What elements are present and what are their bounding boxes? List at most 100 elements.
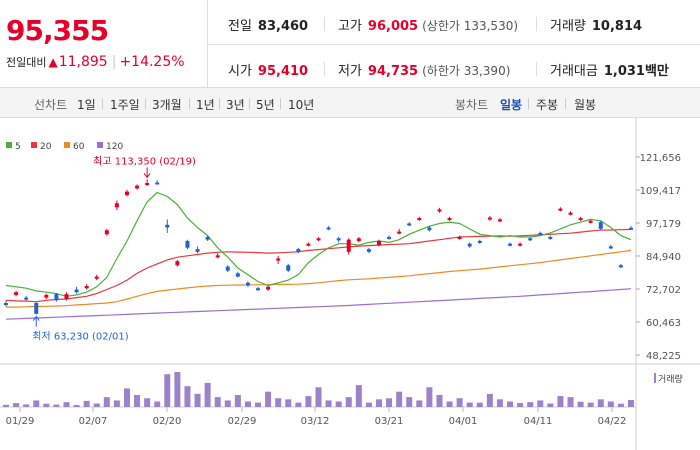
x-tick-label: 04/11 [524, 416, 553, 427]
y-tick-label: 60,463 [646, 318, 681, 329]
volume-bar [33, 400, 40, 407]
volume-bar [436, 394, 443, 407]
candle-body [175, 261, 180, 266]
period-3m[interactable]: 3개월 [152, 98, 182, 112]
volume-bar [597, 399, 604, 407]
y-tick-label: 84,940 [646, 252, 681, 263]
chart-svg: 5 20 60 120 121,656 109,417 97,179 84,940 72,702… [0, 118, 700, 450]
candle-body [497, 219, 502, 222]
volume-bar [204, 382, 211, 407]
volume-bar [23, 404, 30, 407]
volume-bar [93, 403, 100, 407]
candle-body [467, 243, 472, 247]
candle-body [225, 266, 230, 271]
candle-body [417, 218, 422, 221]
candle-body [356, 238, 361, 242]
volume-bar [456, 398, 463, 407]
candle-body [185, 241, 190, 248]
volume-bar [547, 403, 554, 407]
candle-body [4, 303, 8, 306]
divider [528, 98, 529, 109]
volume-bar [527, 402, 534, 407]
legend-label-60: 60 [73, 142, 85, 152]
x-tick-label: 03/12 [301, 416, 330, 427]
volume-legend-swatch [654, 373, 656, 383]
candle-body [629, 227, 633, 230]
candle-body [346, 239, 351, 252]
candle-body [256, 288, 261, 291]
period-5y[interactable]: 5년 [256, 98, 275, 112]
volume-bar [134, 394, 141, 407]
candle-body [518, 243, 523, 246]
legend-swatch-5 [6, 142, 12, 148]
volume-bar [3, 404, 9, 407]
volume-bar [174, 372, 181, 407]
volume-bar [224, 400, 231, 407]
divider [565, 98, 566, 109]
ma60-line [6, 249, 632, 308]
candle-body [44, 294, 49, 298]
candle-body [135, 185, 140, 189]
candle-body [608, 246, 613, 249]
volume-bar [396, 391, 403, 407]
volume-bar [345, 397, 352, 407]
candle-body [245, 282, 250, 286]
candle-body [266, 286, 271, 290]
period-1y[interactable]: 1년 [196, 98, 215, 112]
candle-body [508, 243, 513, 246]
candle-body [336, 238, 341, 241]
volume-bar [496, 399, 503, 407]
candle-body [145, 183, 150, 186]
volume-bar [355, 385, 362, 407]
divider [102, 98, 103, 109]
divider [536, 17, 537, 31]
candle-body [195, 249, 200, 252]
candle-body [558, 208, 563, 211]
stat-prev-close: 전일 83,460 [228, 19, 309, 34]
x-tick-label: 02/07 [79, 416, 108, 427]
volume-bar [365, 402, 372, 407]
candle-body [598, 222, 603, 229]
period-3y[interactable]: 3년 [226, 98, 245, 112]
volume-bar [567, 397, 574, 407]
volume-bar [275, 398, 282, 407]
volume-bar [325, 400, 332, 407]
up-triangle-icon: ▲ [48, 55, 58, 69]
candle-body [578, 218, 583, 221]
stat-amount: 거래대금 1,031백만 [550, 64, 669, 79]
stat-low: 저가 94,735 (하한가 33,390) [338, 64, 511, 79]
period-10y[interactable]: 10년 [288, 98, 315, 112]
volume-bar [507, 401, 514, 407]
y-tick-label: 97,179 [646, 219, 681, 230]
candle-body [114, 203, 119, 208]
volume-bar [426, 387, 433, 407]
period-daily[interactable]: 일봉 [500, 98, 523, 112]
candle-body [477, 241, 482, 244]
candle-body [316, 238, 321, 241]
period-1w[interactable]: 1주일 [110, 98, 140, 112]
divider [324, 17, 325, 31]
stat-volume: 거래량 10,814 [550, 19, 643, 34]
volume-bar [628, 400, 634, 407]
candle-body [447, 218, 452, 221]
volume-bar [53, 404, 60, 407]
period-monthly[interactable]: 월봉 [574, 98, 597, 112]
candle-body [528, 238, 533, 241]
price-box: 95,355 전일대비 ▲11,895 | +14.25% [0, 0, 208, 88]
x-tick-label: 02/20 [153, 416, 182, 427]
volume-bar [517, 403, 524, 407]
y-tick-label: 121,656 [640, 153, 681, 164]
volume-bar [537, 400, 544, 407]
x-tick-label: 03/21 [375, 416, 404, 427]
ma5-line [5, 191, 632, 297]
candle-body [94, 276, 99, 279]
volume-bar [234, 394, 241, 407]
period-1d[interactable]: 1일 [77, 98, 96, 112]
divider [324, 62, 325, 76]
candle-body [24, 297, 29, 300]
period-weekly[interactable]: 주봉 [536, 98, 559, 112]
candle-body [427, 227, 432, 231]
legend-swatch-60 [64, 142, 70, 148]
candle-body [376, 241, 381, 246]
volume-bar [386, 398, 393, 407]
